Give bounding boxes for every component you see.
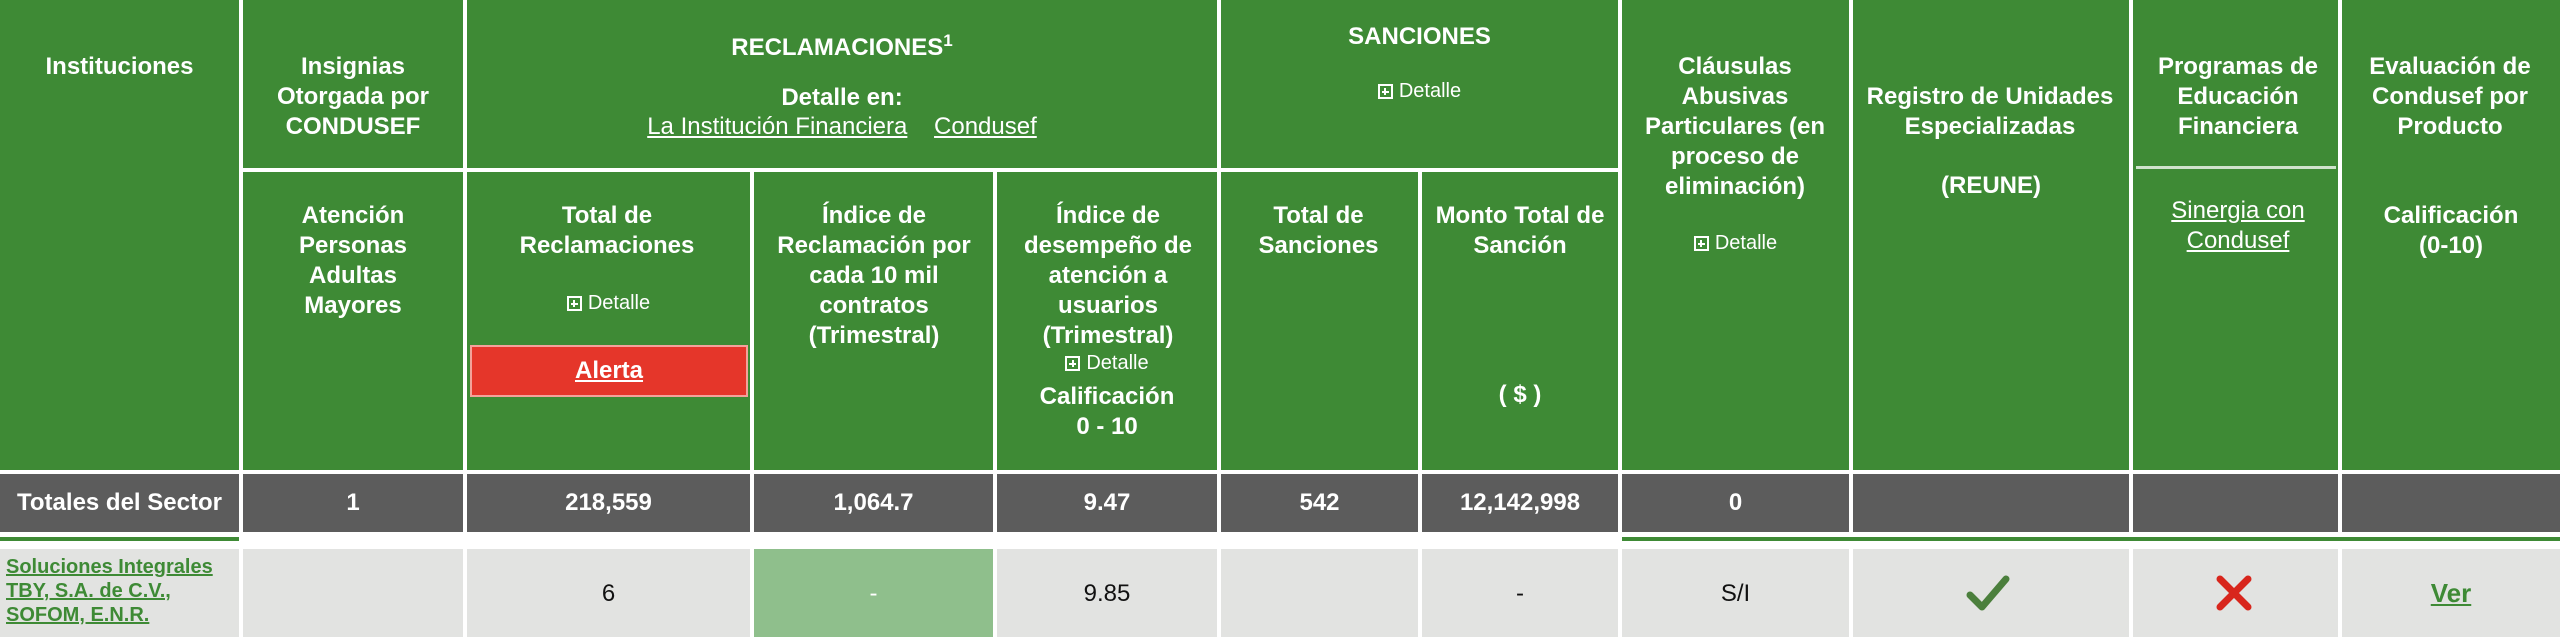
header-programas: Programas de Educación Financiera	[2157, 53, 2319, 140]
col-divider	[1217, 549, 1221, 637]
col-divider	[2338, 549, 2342, 637]
sanciones-detalle[interactable]: Detalle	[1221, 80, 1618, 104]
totals-row	[0, 474, 2560, 532]
data-row	[0, 549, 2560, 637]
header-monto-unit: ( $ )	[1498, 381, 1542, 408]
link-condusef[interactable]: Condusef	[934, 113, 1037, 140]
col-divider	[463, 549, 467, 637]
row-monto: -	[1516, 580, 1524, 607]
col-divider	[2129, 474, 2133, 532]
col-divider	[1618, 0, 1622, 532]
header-clausulas: Cláusulas Abusivas Particulares (en proc…	[1644, 53, 1826, 200]
calificacion-range: (0-10)	[2418, 232, 2484, 259]
separator	[1622, 537, 2560, 541]
detalle-label: Detalle	[587, 292, 651, 314]
header-evaluacion: Evaluación de Condusef por Producto	[2369, 53, 2531, 140]
col-divider	[993, 170, 997, 532]
col-divider	[463, 0, 467, 532]
check-icon	[1966, 571, 2010, 615]
total-reclamaciones-detalle[interactable]: Detalle	[467, 292, 750, 316]
col-divider	[2338, 474, 2342, 532]
col-divider	[750, 474, 754, 532]
totals-total-reclamaciones: 218,559	[565, 489, 652, 516]
col-divider	[1217, 474, 1221, 532]
col-divider	[750, 549, 754, 637]
header-reune-abbr: (REUNE)	[1941, 172, 2041, 199]
separator	[0, 537, 239, 541]
row-indice-desempeno: 9.85	[1083, 580, 1131, 607]
header-indice-reclamacion: Índice de Reclamación por cada 10 mil co…	[777, 202, 971, 349]
header-detalle-en: Detalle en:	[781, 84, 903, 111]
row-clausulas: S/I	[1720, 580, 1751, 607]
row-divider	[0, 470, 2560, 474]
header-sanciones: SANCIONES	[1348, 23, 1491, 50]
col-divider	[463, 474, 467, 532]
reclamaciones-footnote: 1	[943, 31, 953, 50]
col-divider	[1217, 0, 1221, 532]
col-divider	[993, 549, 997, 637]
col-divider	[1418, 170, 1422, 532]
row-divider	[239, 168, 1622, 172]
cross-icon	[2214, 573, 2254, 613]
reclamaciones-title: RECLAMACIONES	[731, 34, 944, 61]
ver-evaluacion-link[interactable]: Ver	[2430, 578, 2472, 608]
institution-name-link[interactable]: Soluciones Integrales TBY, S.A. de C.V.,…	[6, 556, 213, 626]
expand-icon	[566, 296, 582, 311]
link-institucion-financiera[interactable]: La Institución Financiera	[647, 113, 908, 140]
header-insignias: Insignias Otorgada por CONDUSEF	[276, 53, 429, 140]
expand-icon	[1065, 356, 1081, 371]
header-calificacion-b: Calificación (0-10)	[2342, 201, 2560, 261]
header-reune: Registro de Unidades Especializadas	[1866, 83, 2114, 140]
col-divider	[1618, 474, 1622, 532]
totals-total-sanciones: 542	[1299, 489, 1340, 516]
indice-desempeno-detalle[interactable]: Detalle	[997, 352, 1217, 376]
col-divider	[239, 474, 243, 532]
header-background	[0, 0, 2560, 472]
header-atencion: Atención Personas Adultas Mayores	[298, 202, 408, 319]
totals-indice-desempeno: 9.47	[1083, 489, 1131, 516]
row-indice-reclamacion-value: -	[869, 580, 878, 607]
col-divider	[1849, 474, 1853, 532]
col-divider	[1849, 549, 1853, 637]
detalle-label: Detalle	[1398, 80, 1462, 102]
header-total-sanciones: Total de Sanciones	[1258, 202, 1379, 259]
header-total-reclamaciones: Total de Reclamaciones	[519, 202, 695, 259]
header-monto-total: Monto Total de Sanción	[1435, 202, 1605, 259]
alerta-button[interactable]: Alerta	[470, 345, 748, 397]
calificacion-range: 0 - 10	[1076, 413, 1138, 440]
link-sinergia-condusef[interactable]: Sinergia con Condusef	[2171, 197, 2305, 254]
totals-monto: 12,142,998	[1459, 489, 1581, 516]
header-calificacion-a: Calificación 0 - 10	[997, 382, 1217, 442]
row-divider	[2136, 166, 2336, 169]
calificacion-label: Calificación	[1039, 383, 1175, 410]
totals-indice-reclamacion: 1,064.7	[833, 489, 914, 516]
header-sinergia: Sinergia con Condusef	[2143, 196, 2333, 256]
col-divider	[2129, 549, 2133, 637]
header-indice-desempeno: Índice de desempeño de atención a usuari…	[1023, 202, 1193, 349]
totals-insignias: 1	[346, 489, 360, 516]
row-total-reclamaciones: 6	[601, 580, 616, 607]
detalle-label: Detalle	[1086, 352, 1149, 374]
col-divider	[1418, 549, 1422, 637]
totals-label: Totales del Sector	[17, 489, 222, 516]
totals-clausulas: 0	[1728, 489, 1743, 516]
col-divider	[2129, 0, 2133, 532]
col-divider	[1618, 549, 1622, 637]
expand-icon	[1693, 236, 1709, 251]
col-divider	[1418, 474, 1422, 532]
header-links: La Institución Financiera Condusef	[467, 112, 1217, 142]
col-divider	[1849, 0, 1853, 532]
col-divider	[750, 170, 754, 532]
row-indice-reclamacion	[754, 549, 993, 637]
col-divider	[993, 474, 997, 532]
header-reclamaciones: RECLAMACIONES1	[467, 26, 1217, 63]
clausulas-detalle[interactable]: Detalle	[1622, 232, 1849, 256]
header-instituciones: Instituciones	[45, 53, 194, 80]
detalle-label: Detalle	[1714, 232, 1778, 254]
col-divider	[239, 549, 243, 637]
col-divider	[239, 0, 243, 532]
col-divider	[2338, 0, 2342, 532]
expand-icon	[1377, 84, 1393, 99]
calificacion-label: Calificación	[2383, 202, 2519, 229]
